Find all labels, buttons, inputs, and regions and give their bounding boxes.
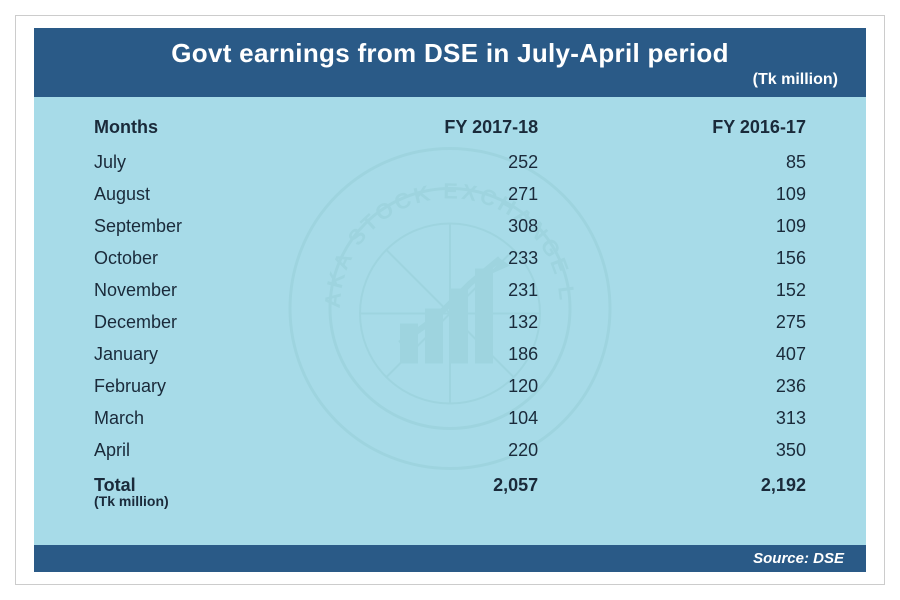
- table-header-row: Months FY 2017-18 FY 2016-17: [94, 111, 806, 146]
- cell-fy1617: 275: [578, 313, 806, 331]
- col-header-months: Months: [94, 118, 350, 136]
- cell-month: December: [94, 313, 350, 331]
- table-row: July 252 85: [94, 146, 806, 178]
- panel-title: Govt earnings from DSE in July-April per…: [62, 38, 838, 69]
- total-sublabel: (Tk million): [94, 494, 350, 508]
- cell-fy1718: 132: [350, 313, 578, 331]
- cell-fy1718: 186: [350, 345, 578, 363]
- cell-fy1617: 85: [578, 153, 806, 171]
- cell-fy1617: 407: [578, 345, 806, 363]
- table-row: December 132 275: [94, 306, 806, 338]
- cell-month: November: [94, 281, 350, 299]
- cell-fy1617: 313: [578, 409, 806, 427]
- table-panel: Govt earnings from DSE in July-April per…: [34, 28, 866, 572]
- table-row: August 271 109: [94, 178, 806, 210]
- cell-fy1617: 236: [578, 377, 806, 395]
- source-text: Source: DSE: [753, 550, 844, 567]
- cell-fy1718: 220: [350, 441, 578, 459]
- panel-header: Govt earnings from DSE in July-April per…: [34, 28, 866, 97]
- cell-fy1718: 231: [350, 281, 578, 299]
- cell-fy1718: 271: [350, 185, 578, 203]
- table-row: April 220 350: [94, 434, 806, 466]
- table-row: January 186 407: [94, 338, 806, 370]
- col-header-fy1718: FY 2017-18: [350, 118, 578, 136]
- cell-month: September: [94, 217, 350, 235]
- cell-fy1617: 152: [578, 281, 806, 299]
- cell-fy1617: 109: [578, 185, 806, 203]
- earnings-table: Months FY 2017-18 FY 2016-17 July 252 85…: [34, 97, 866, 523]
- cell-fy1718: 233: [350, 249, 578, 267]
- total-fy1617: 2,192: [578, 476, 806, 494]
- panel-subtitle: (Tk million): [62, 71, 838, 89]
- cell-month: April: [94, 441, 350, 459]
- cell-fy1617: 156: [578, 249, 806, 267]
- cell-month: March: [94, 409, 350, 427]
- table-row: October 233 156: [94, 242, 806, 274]
- cell-month: January: [94, 345, 350, 363]
- cell-fy1718: 308: [350, 217, 578, 235]
- table-total-row: Total (Tk million) 2,057 2,192: [94, 466, 806, 515]
- total-label: Total (Tk million): [94, 476, 350, 508]
- cell-fy1617: 109: [578, 217, 806, 235]
- table-row: November 231 152: [94, 274, 806, 306]
- cell-month: October: [94, 249, 350, 267]
- table-row: September 308 109: [94, 210, 806, 242]
- cell-month: July: [94, 153, 350, 171]
- col-header-fy1617: FY 2016-17: [578, 118, 806, 136]
- cell-fy1617: 350: [578, 441, 806, 459]
- cell-fy1718: 120: [350, 377, 578, 395]
- figure-frame: Govt earnings from DSE in July-April per…: [15, 15, 885, 585]
- total-label-text: Total: [94, 475, 136, 495]
- cell-fy1718: 252: [350, 153, 578, 171]
- table-row: March 104 313: [94, 402, 806, 434]
- total-fy1718: 2,057: [350, 476, 578, 494]
- source-bar: Source: DSE: [34, 545, 866, 572]
- table-row: February 120 236: [94, 370, 806, 402]
- cell-month: February: [94, 377, 350, 395]
- cell-month: August: [94, 185, 350, 203]
- cell-fy1718: 104: [350, 409, 578, 427]
